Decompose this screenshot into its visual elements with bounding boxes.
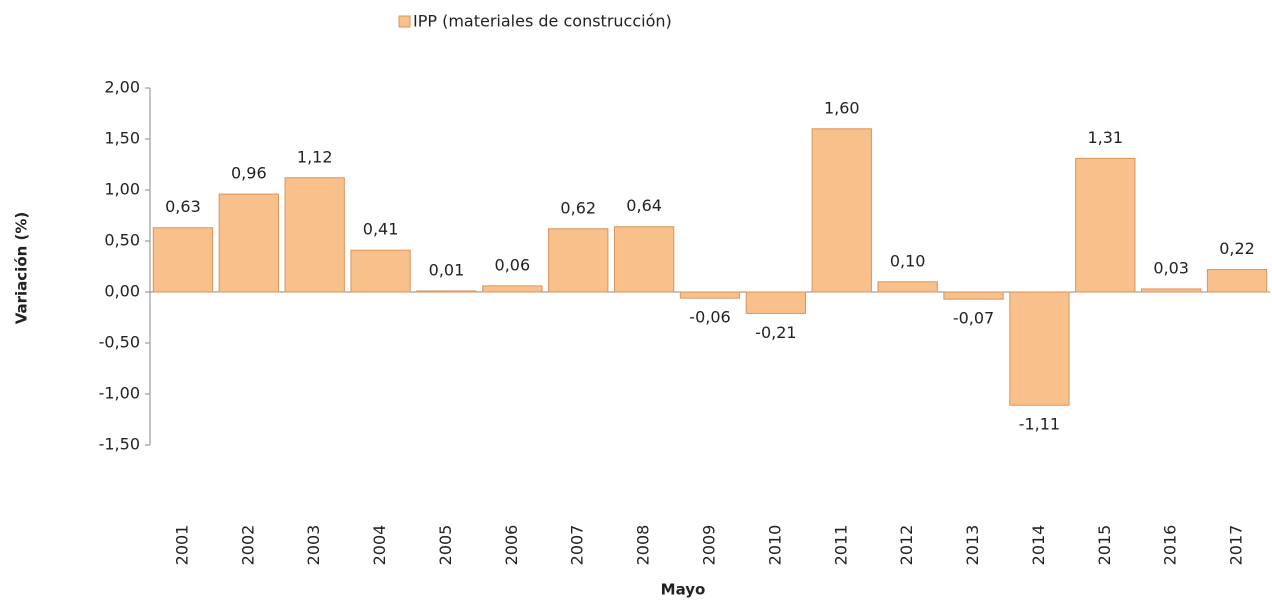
x-tick-label: 2010 — [765, 525, 784, 566]
x-tick-label: 2005 — [436, 525, 455, 566]
x-tick-label: 2007 — [568, 525, 587, 566]
x-tick-label: 2012 — [897, 525, 916, 566]
value-label: 0,41 — [363, 220, 399, 239]
x-tick-label: 2003 — [304, 525, 323, 566]
bar — [152, 227, 214, 293]
bar — [679, 291, 741, 299]
x-axis-title: Mayo — [661, 581, 706, 599]
x-tick-label: 2011 — [831, 525, 850, 566]
value-label: 0,22 — [1219, 239, 1255, 258]
x-tick-label: 2001 — [172, 525, 191, 566]
y-tick-label: 0,00 — [104, 282, 140, 301]
legend-label: IPP (materiales de construcción) — [413, 12, 672, 31]
y-tick-label: 1,00 — [104, 180, 140, 199]
bar — [284, 177, 345, 293]
value-label: 0,63 — [165, 197, 201, 216]
value-label: 0,03 — [1153, 258, 1189, 277]
y-tick-label: -1,00 — [99, 384, 140, 403]
bar — [548, 228, 609, 293]
y-axis-title: Variación (%) — [13, 212, 31, 325]
value-label: 0,96 — [231, 164, 267, 183]
bar — [1009, 291, 1070, 406]
value-label: 0,01 — [429, 260, 465, 279]
y-tick-label: -1,50 — [99, 435, 140, 454]
bar — [811, 128, 872, 293]
bar — [218, 193, 279, 293]
value-label: 0,64 — [626, 196, 662, 215]
x-tick-label: 2014 — [1029, 525, 1048, 566]
y-tick-label: 2,00 — [104, 78, 140, 97]
x-tick-label: 2006 — [502, 525, 521, 566]
value-label: -0,07 — [953, 309, 994, 328]
value-label: 0,10 — [890, 251, 926, 270]
y-tick-label: 0,50 — [104, 231, 140, 250]
y-tick-label: 1,50 — [104, 129, 140, 148]
bar — [745, 291, 807, 314]
x-tick-label: 2015 — [1095, 525, 1114, 566]
value-label: -1,11 — [1019, 415, 1060, 434]
bar — [1206, 269, 1268, 293]
x-tick-label: 2002 — [238, 525, 257, 566]
x-tick-label: 2016 — [1161, 525, 1180, 566]
x-tick-label: 2008 — [634, 525, 653, 566]
x-tick-label: 2013 — [963, 525, 982, 566]
value-label: 1,60 — [824, 98, 860, 117]
bar — [350, 249, 411, 293]
bar — [613, 226, 675, 293]
value-label: 0,62 — [560, 198, 596, 217]
value-label: 0,06 — [495, 255, 531, 274]
x-tick-label: 2009 — [700, 525, 719, 566]
x-tick-label: 2004 — [370, 525, 389, 566]
bar — [1141, 288, 1202, 293]
value-label: 1,12 — [297, 147, 333, 166]
bar — [877, 281, 938, 293]
value-label: -0,21 — [755, 323, 796, 342]
value-label: -0,06 — [689, 308, 730, 327]
bar — [943, 291, 1004, 300]
value-label: 1,31 — [1087, 128, 1123, 147]
bar — [416, 290, 477, 293]
y-tick-label: -0,50 — [99, 333, 140, 352]
bar — [482, 285, 543, 293]
bar — [1075, 157, 1136, 293]
legend-swatch — [398, 15, 411, 28]
x-tick-label: 2017 — [1227, 525, 1246, 566]
